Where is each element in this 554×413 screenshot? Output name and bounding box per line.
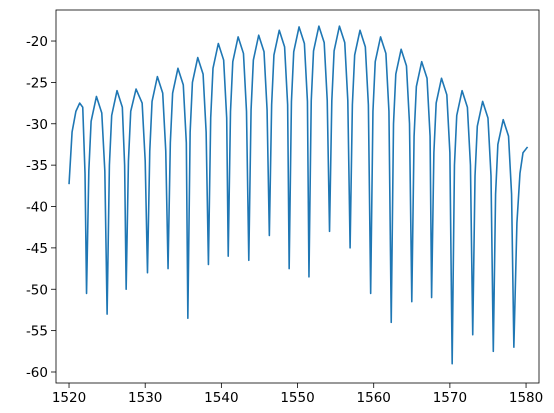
y-tick-label: -55 — [26, 324, 48, 340]
y-tick-label: -50 — [26, 282, 48, 298]
x-tick-label: 1550 — [280, 390, 314, 406]
data-line — [68, 25, 529, 365]
y-tick-label: -60 — [26, 365, 48, 381]
y-tick-label: -25 — [26, 75, 48, 91]
y-tick-label: -40 — [26, 200, 48, 216]
x-tick-label: 1570 — [433, 390, 467, 406]
x-tick-label: 1560 — [357, 390, 391, 406]
y-tick-label: -20 — [26, 34, 48, 50]
x-tick-label: 1520 — [52, 390, 86, 406]
x-tick-label: 1580 — [509, 390, 543, 406]
x-tick-label: 1540 — [204, 390, 238, 406]
x-tick-label: 1530 — [128, 390, 162, 406]
y-tick-label: -35 — [26, 158, 48, 174]
y-tick-label: -45 — [26, 241, 48, 257]
y-tick-label: -30 — [26, 117, 48, 133]
